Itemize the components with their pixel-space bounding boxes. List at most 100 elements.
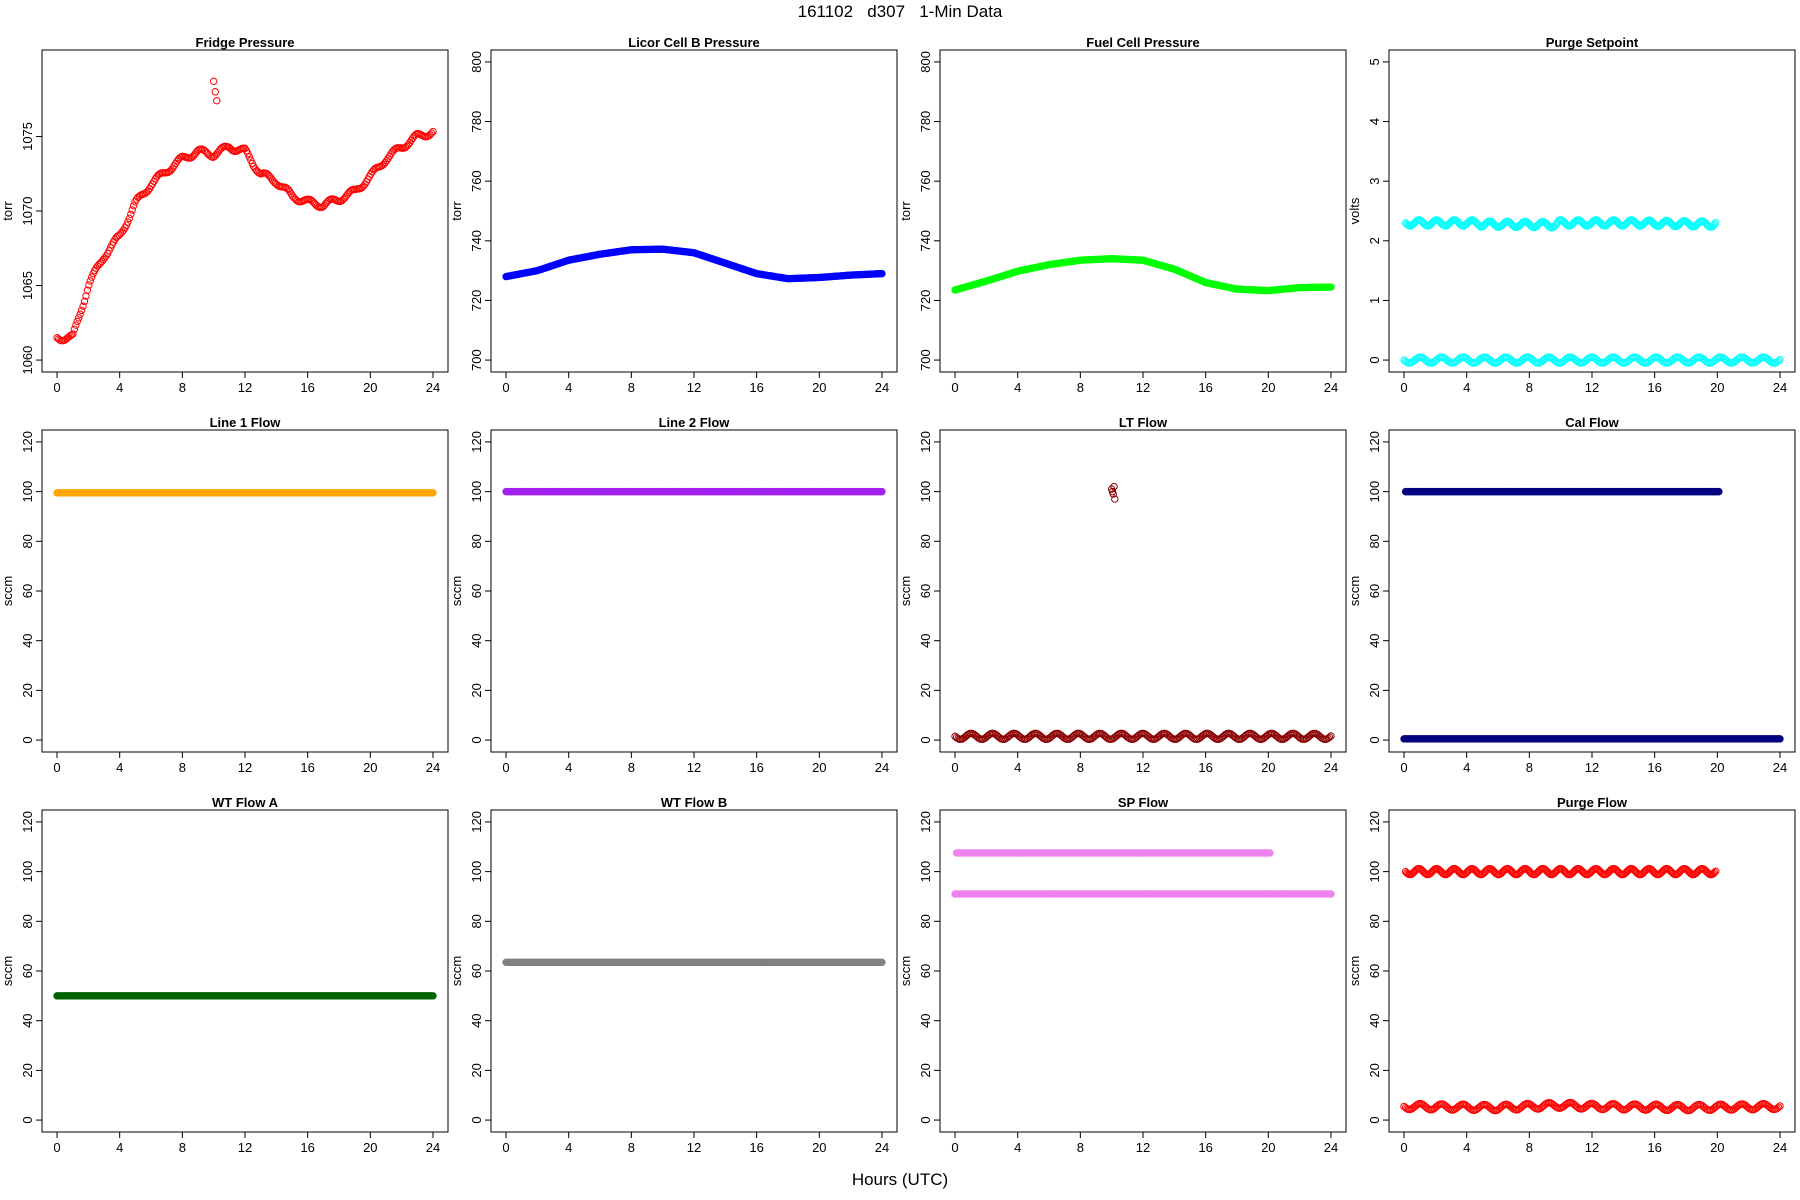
y-tick-label: 80 [20,914,35,928]
data-point [85,281,93,289]
data-point [72,321,80,329]
x-tick-label: 24 [875,1140,889,1155]
y-tick-label: 80 [20,534,35,548]
data-point [427,129,436,137]
y-tick-label: 80 [469,914,484,928]
y-tick-label: 700 [918,349,933,371]
x-tick-label: 20 [1710,760,1724,775]
panel-1: Licor Cell B Pressure torr 0 4 8 12 16 20 24 700 7… [449,35,898,395]
y-tick-label: 40 [1367,633,1382,647]
data-point [1776,355,1784,364]
y-tick-label: 100 [1367,861,1382,883]
y-tick-label: 120 [469,811,484,833]
y-tick-label: 100 [1367,481,1382,503]
y-tick-label: 800 [918,51,933,73]
y-tick-label: 0 [1367,736,1382,743]
data-point [73,317,81,326]
data-point [124,218,132,226]
y-axis-label: sccm [449,576,464,606]
x-tick-label: 4 [565,1140,572,1155]
data-point [69,330,77,338]
x-tick-label: 24 [875,760,889,775]
x-tick-label: 4 [1014,380,1021,395]
data-point [878,269,886,278]
y-tick-label: 800 [469,51,484,73]
x-tick-label: 20 [1261,760,1275,775]
x-tick-label: 8 [628,760,635,775]
y-tick-label: 80 [1367,534,1382,548]
y-tick-label: 1060 [20,346,35,375]
x-tick-label: 12 [1136,1140,1150,1155]
panel-8: WT Flow A sccm 0 4 8 12 16 20 24 0 20 40 60 80 100 120 [0,795,449,1155]
y-tick-label: 20 [918,683,933,697]
x-tick-label: 24 [875,380,889,395]
x-tick-label: 12 [238,1140,252,1155]
y-tick-label: 60 [20,584,35,598]
x-tick-label: 16 [749,1140,763,1155]
y-tick-label: 80 [1367,914,1382,928]
x-tick-label: 24 [1773,380,1787,395]
data-point [77,306,86,315]
y-tick-label: 0 [20,1116,35,1123]
panel-2: Fuel Cell Pressure torr 0 4 8 12 16 20 24 700 720 7… [898,35,1347,395]
data-point [1774,357,1783,365]
y-tick-label: 3 [1367,178,1382,185]
x-tick-label: 0 [951,760,958,775]
y-tick-label: 100 [20,481,35,503]
y-tick-label: 700 [469,349,484,371]
y-tick-label: 760 [469,170,484,192]
data-point [86,277,94,285]
y-axis-label: volts [1347,197,1362,224]
y-tick-label: 80 [469,534,484,548]
panel-4: Line 1 Flow sccm 0 4 8 12 16 20 24 0 20 40 60 80 100 12… [0,415,449,775]
x-tick-label: 12 [1585,380,1599,395]
x-tick-label: 20 [363,380,377,395]
x-tick-label: 8 [1526,380,1533,395]
y-tick-label: 740 [469,230,484,252]
x-tick-label: 12 [238,380,252,395]
data-point [76,310,84,318]
y-tick-label: 20 [20,683,35,697]
chart-title: WT Flow A [212,795,279,810]
y-tick-label: 720 [918,290,933,312]
data-point [83,286,92,294]
chart-title: Line 1 Flow [210,415,282,430]
y-tick-label: 40 [469,633,484,647]
x-tick-label: 16 [300,1140,314,1155]
y-tick-label: 120 [469,431,484,453]
y-tick-label: 1 [1367,297,1382,304]
y-tick-label: 0 [1367,356,1382,363]
y-tick-label: 740 [918,230,933,252]
data-point [1327,890,1335,898]
chart-title: Cal Flow [1565,415,1619,430]
x-tick-label: 24 [426,760,440,775]
y-tick-label: 120 [918,811,933,833]
data-point [1327,283,1335,291]
y-axis-label: torr [898,201,913,221]
y-tick-label: 20 [469,1063,484,1077]
chart-title: Purge Setpoint [1546,35,1639,50]
x-tick-label: 12 [1136,760,1150,775]
y-tick-label: 40 [1367,1013,1382,1027]
x-tick-label: 16 [1198,380,1212,395]
chart-title: Purge Flow [1557,795,1628,810]
y-tick-label: 1070 [20,197,35,226]
x-tick-label: 8 [179,1140,186,1155]
y-tick-label: 40 [20,633,35,647]
data-point [129,202,138,210]
y-axis-label: sccm [898,956,913,986]
x-tick-label: 0 [53,760,60,775]
data-point [80,297,89,306]
x-tick-label: 0 [502,1140,509,1155]
y-tick-label: 760 [918,170,933,192]
x-tick-label: 16 [749,760,763,775]
data-point [1710,220,1719,228]
plot-frame [1388,809,1796,1133]
y-tick-label: 60 [918,964,933,978]
data-point [79,302,87,310]
x-tick-label: 8 [1526,760,1533,775]
y-tick-label: 0 [1367,1116,1382,1123]
data-point [1708,223,1716,231]
x-tick-label: 20 [812,760,826,775]
x-tick-label: 0 [1400,1140,1407,1155]
